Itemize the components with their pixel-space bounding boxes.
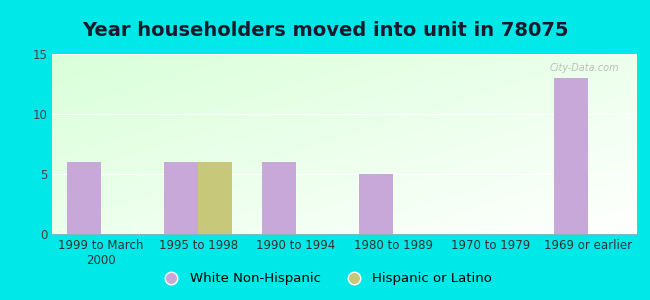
- Text: City-Data.com: City-Data.com: [550, 63, 619, 73]
- Text: Year householders moved into unit in 78075: Year householders moved into unit in 780…: [82, 21, 568, 40]
- Bar: [554, 78, 588, 234]
- Bar: [261, 162, 296, 234]
- Bar: [66, 162, 101, 234]
- Bar: [164, 162, 198, 234]
- Bar: [359, 174, 393, 234]
- Legend: White Non-Hispanic, Hispanic or Latino: White Non-Hispanic, Hispanic or Latino: [153, 267, 497, 290]
- Bar: [198, 162, 233, 234]
